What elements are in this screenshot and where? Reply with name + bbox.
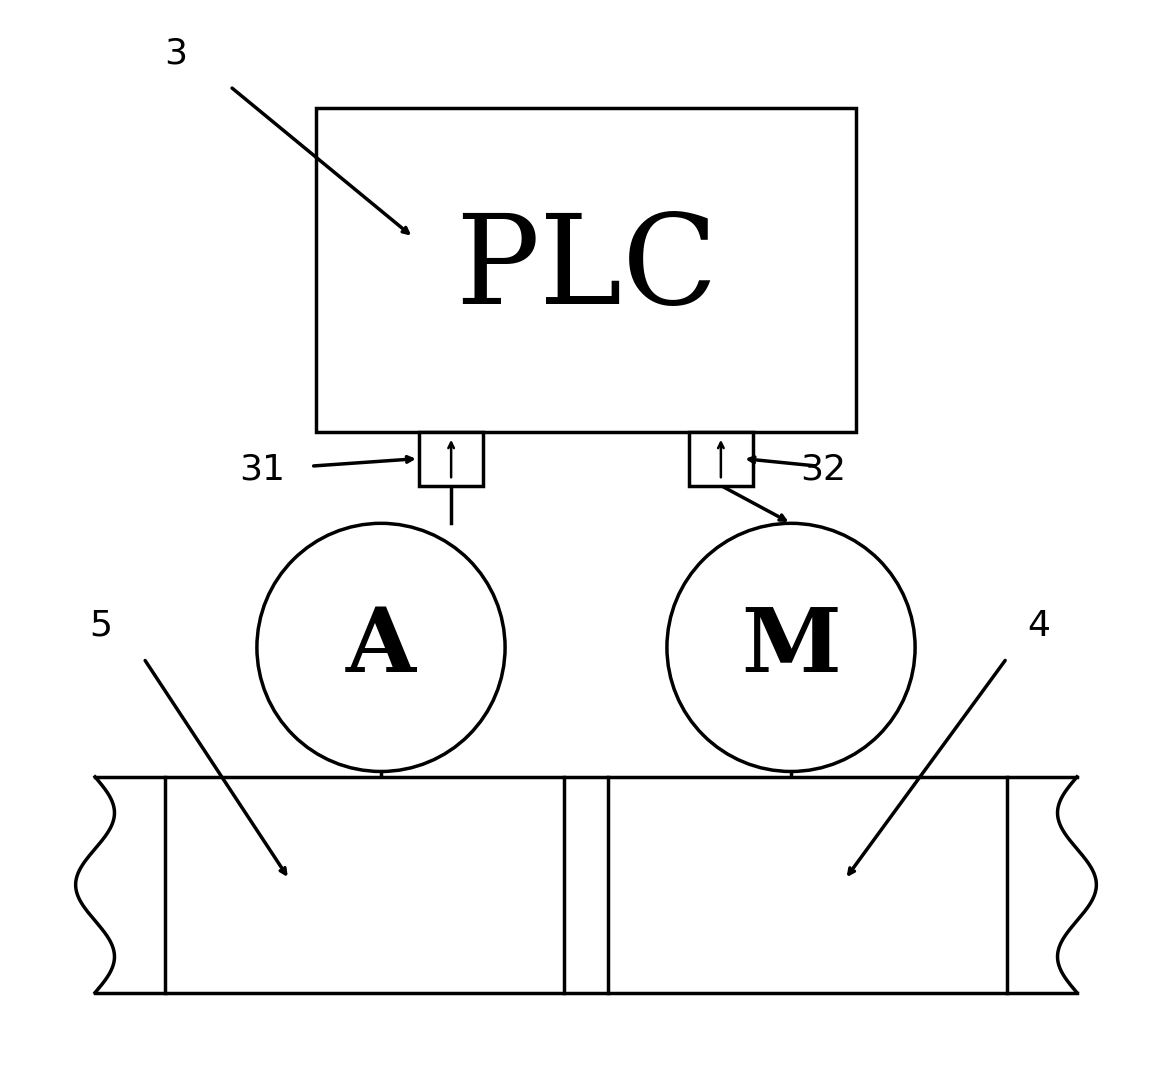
Bar <box>316 108 856 432</box>
Text: PLC: PLC <box>455 209 717 330</box>
Bar <box>688 432 754 486</box>
Text: 32: 32 <box>800 452 846 487</box>
Text: 4: 4 <box>1028 609 1050 643</box>
Bar <box>165 777 565 993</box>
Text: M: M <box>741 604 841 691</box>
Text: 3: 3 <box>164 37 188 71</box>
Text: A: A <box>346 604 416 691</box>
Bar <box>607 777 1007 993</box>
Text: 5: 5 <box>89 609 113 643</box>
Circle shape <box>667 523 915 771</box>
Text: 31: 31 <box>239 452 285 487</box>
Circle shape <box>257 523 505 771</box>
Bar <box>418 432 484 486</box>
